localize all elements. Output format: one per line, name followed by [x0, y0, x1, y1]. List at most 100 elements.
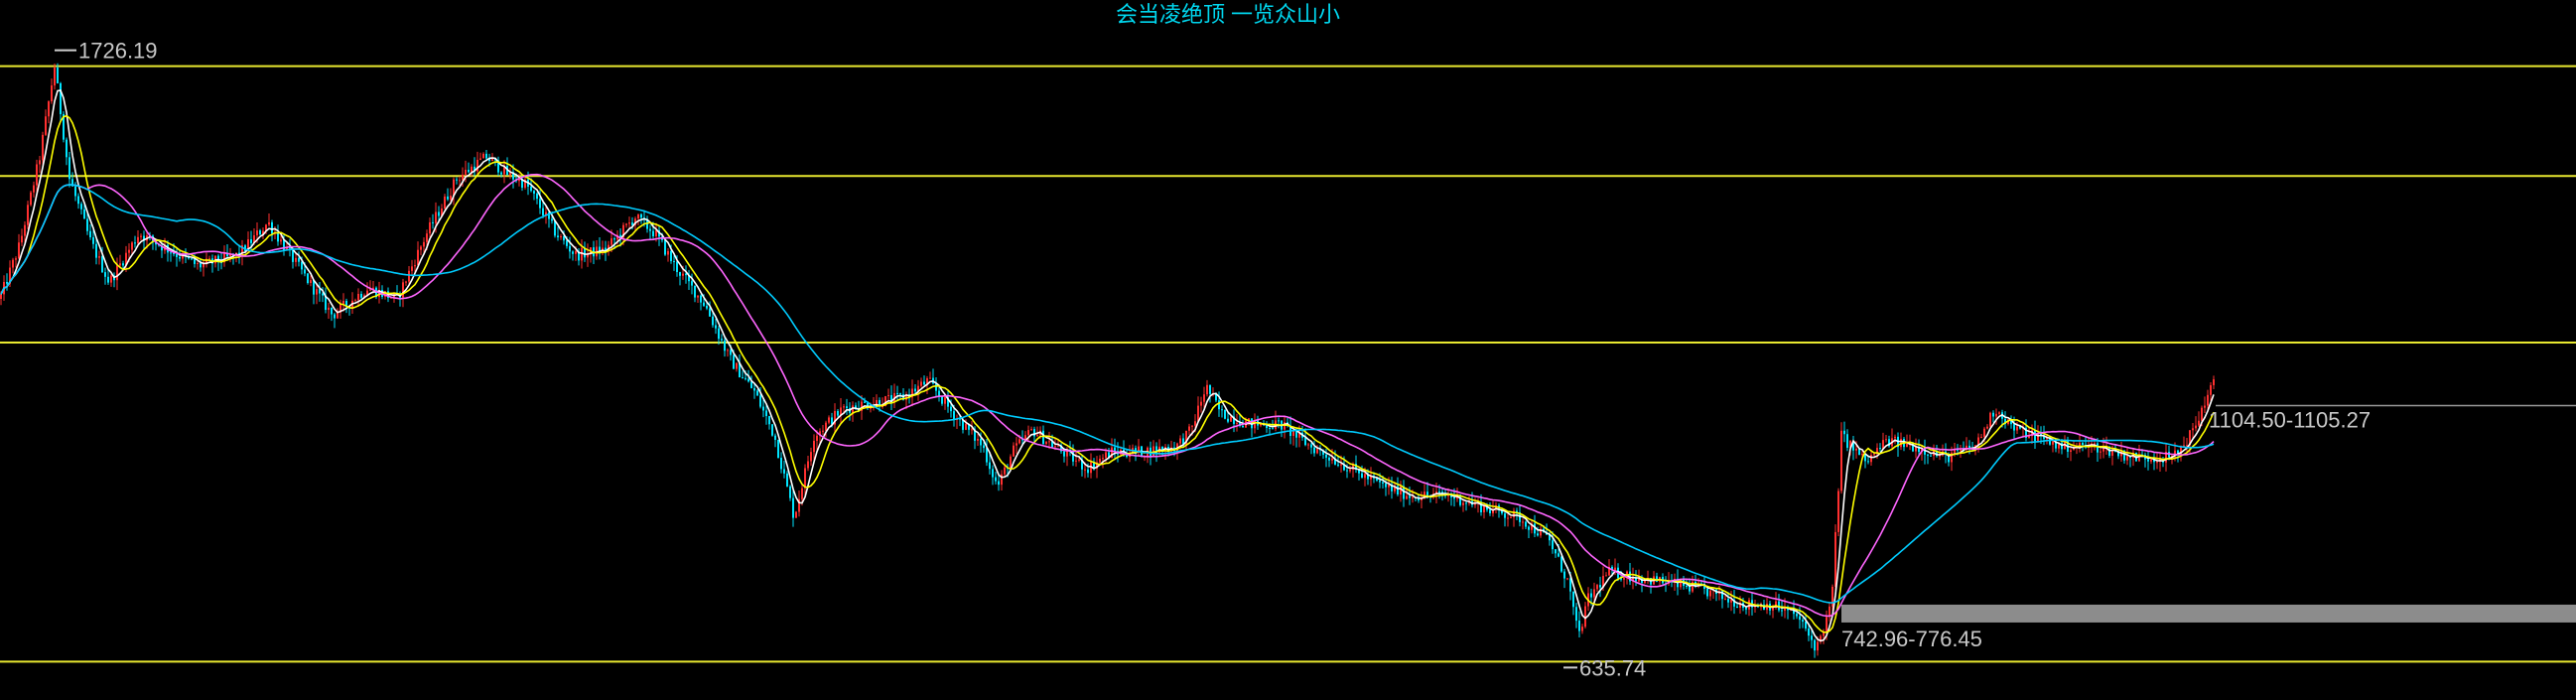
candle-body: [331, 307, 333, 315]
candle-body: [2070, 450, 2072, 452]
candle-body: [896, 392, 898, 394]
candle-body: [1590, 593, 1592, 598]
candle-body: [1706, 588, 1708, 597]
candle-body: [563, 235, 565, 241]
candle-body: [104, 272, 106, 277]
candle-body: [1278, 420, 1280, 422]
candle-body: [664, 239, 666, 255]
candle-body: [1406, 495, 1408, 499]
candle-body: [280, 239, 282, 242]
candle-body: [899, 393, 901, 395]
candle-body: [345, 301, 347, 306]
chart-title: 会当凌绝顶 一览众山小: [1116, 2, 1340, 27]
ma-mid-line: [0, 114, 2215, 633]
candle-body: [250, 239, 252, 243]
candle-body: [1837, 490, 1839, 532]
candle-body: [634, 218, 636, 225]
candle-body: [1998, 412, 2000, 414]
candle-body: [286, 246, 288, 251]
candle-body: [322, 293, 324, 296]
candle-body: [1644, 580, 1646, 583]
candle-body: [1501, 509, 1503, 514]
candle-body: [474, 166, 475, 172]
candle-body: [1840, 430, 1842, 491]
candle-body: [1155, 446, 1157, 453]
candle-body: [554, 220, 556, 236]
candle-body: [572, 251, 574, 254]
candle-body: [497, 160, 499, 173]
candle-body: [750, 381, 752, 388]
candle-body: [271, 221, 273, 234]
candle-body: [1421, 497, 1423, 500]
candle-body: [2052, 441, 2054, 445]
candle-body: [2201, 407, 2203, 421]
candle-body: [408, 270, 410, 282]
candle-body: [185, 253, 187, 257]
candle-body: [402, 282, 404, 298]
candle-body: [1772, 607, 1774, 611]
candle-body: [920, 381, 922, 386]
candle-body: [1569, 578, 1571, 592]
candle-body: [810, 452, 812, 462]
candle-body: [1823, 631, 1825, 636]
candle-body: [1504, 513, 1506, 518]
candle-body: [1370, 476, 1372, 480]
candle-body: [134, 242, 136, 244]
candle-body: [77, 196, 79, 205]
candle-body: [1209, 384, 1211, 394]
candle-body: [566, 240, 568, 246]
candle-body: [1227, 418, 1229, 422]
candle-body: [1200, 401, 1202, 406]
candle-body: [197, 263, 199, 265]
candle-body: [1272, 428, 1274, 430]
candle-body: [867, 402, 869, 409]
candle-body: [691, 281, 693, 286]
candle-body: [429, 221, 431, 234]
candle-body: [890, 394, 892, 403]
candle-body: [1793, 609, 1795, 615]
candle-body: [200, 263, 202, 268]
candle-body: [1307, 444, 1309, 446]
candle-body: [1522, 521, 1524, 523]
candle-body: [998, 481, 1000, 486]
candle-body: [161, 245, 163, 251]
candle-body: [509, 172, 511, 176]
candle-body: [1018, 439, 1020, 444]
candle-body: [1254, 420, 1256, 429]
candle-body: [1042, 430, 1044, 445]
candle-body: [1596, 585, 1598, 590]
candle-body: [971, 429, 973, 431]
candle-body: [1894, 436, 1896, 439]
candle-body: [837, 410, 839, 416]
candle-body: [679, 271, 681, 276]
candle-body: [718, 328, 720, 340]
candle-body: [551, 218, 553, 221]
candle-body: [1563, 571, 1565, 579]
candle-body: [1388, 484, 1390, 488]
candle-body: [420, 246, 422, 250]
candle-body: [682, 273, 684, 276]
candle-body: [325, 295, 327, 311]
candle-body: [941, 396, 943, 404]
candle-body: [259, 230, 261, 235]
candle-body: [560, 235, 562, 238]
candle-body: [339, 304, 341, 313]
candle-body: [1075, 460, 1077, 462]
candle-body: [780, 458, 782, 470]
candle-body: [119, 263, 121, 266]
candle-body: [1775, 601, 1777, 608]
candle-body: [876, 400, 878, 405]
candle-body: [1593, 589, 1595, 598]
candle-body: [1575, 607, 1577, 622]
candle-body: [1727, 598, 1729, 603]
candle-body: [536, 193, 538, 200]
candle-body: [1001, 474, 1003, 486]
candle-body: [1957, 449, 1959, 451]
candle-body: [911, 388, 913, 398]
candle-body: [1513, 510, 1515, 517]
candle-body: [2037, 433, 2039, 442]
candle-body: [977, 438, 979, 441]
candle-body: [426, 233, 428, 242]
candle-body: [342, 301, 344, 305]
candle-body: [405, 281, 407, 283]
